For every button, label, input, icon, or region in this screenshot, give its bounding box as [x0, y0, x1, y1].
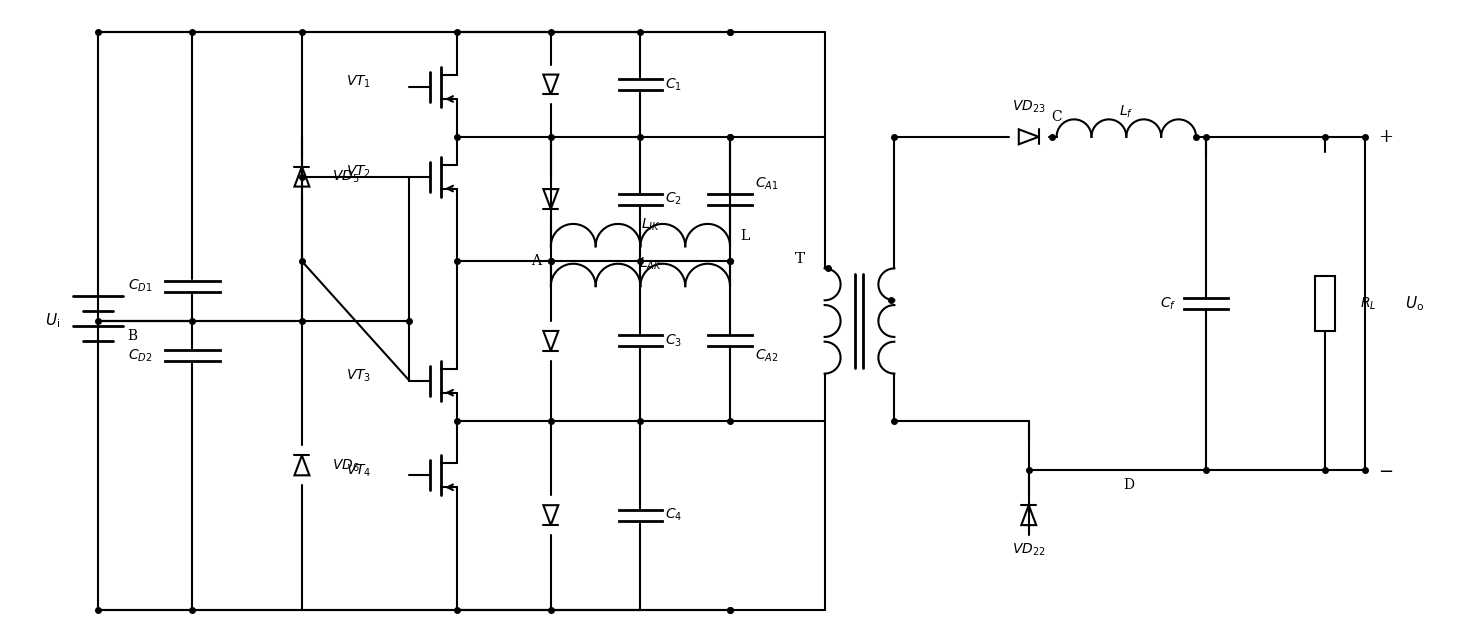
- Text: +: +: [1377, 128, 1392, 146]
- Text: $C_4$: $C_4$: [665, 507, 683, 523]
- Text: $C_{A2}$: $C_{A2}$: [755, 347, 779, 364]
- Text: $C_1$: $C_1$: [665, 76, 683, 93]
- Text: $VT_1$: $VT_1$: [347, 74, 372, 90]
- Text: $L_{IK}$: $L_{IK}$: [641, 216, 661, 233]
- Bar: [1315, 276, 1336, 331]
- Text: $U_{\rm o}$: $U_{\rm o}$: [1405, 294, 1425, 313]
- Text: $VD_{23}$: $VD_{23}$: [1012, 99, 1046, 115]
- Text: D: D: [1123, 478, 1134, 492]
- Text: $L_{AK}$: $L_{AK}$: [638, 256, 662, 272]
- Text: $VD_{22}$: $VD_{22}$: [1012, 542, 1046, 558]
- Text: $C_f$: $C_f$: [1160, 296, 1176, 312]
- Text: B: B: [127, 329, 138, 343]
- Text: $C_3$: $C_3$: [665, 333, 683, 349]
- Text: $VT_4$: $VT_4$: [347, 462, 372, 479]
- Text: $VT_3$: $VT_3$: [347, 367, 372, 384]
- Text: T: T: [795, 252, 804, 266]
- Text: $C_2$: $C_2$: [665, 191, 683, 207]
- Text: C: C: [1052, 110, 1062, 124]
- Text: A: A: [530, 254, 541, 268]
- Text: $VD_5$: $VD_5$: [332, 169, 360, 185]
- Text: $VD_6$: $VD_6$: [332, 457, 360, 474]
- Text: $L_f$: $L_f$: [1120, 104, 1133, 120]
- Text: $C_{D1}$: $C_{D1}$: [129, 278, 153, 294]
- Text: $C_{A1}$: $C_{A1}$: [755, 176, 779, 192]
- Text: L: L: [740, 229, 749, 244]
- Text: $-$: $-$: [1377, 462, 1392, 479]
- Text: $R_L$: $R_L$: [1361, 296, 1377, 312]
- Text: $VT_2$: $VT_2$: [347, 163, 372, 180]
- Text: $C_{D2}$: $C_{D2}$: [129, 347, 153, 364]
- Text: $U_{\rm i}$: $U_{\rm i}$: [46, 312, 61, 330]
